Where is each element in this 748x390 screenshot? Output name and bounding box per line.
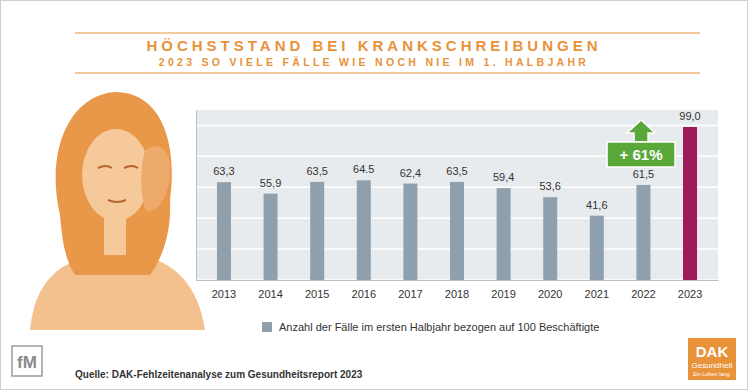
grid <box>196 125 718 280</box>
data-labels: 63,3 55,9 63,5 64.5 62,4 63,5 59,4 53,6 41,6 61,5… <box>213 110 700 211</box>
bar <box>497 188 511 280</box>
plot-background <box>196 110 718 280</box>
illustration-neck <box>104 215 126 255</box>
data-label: 64.5 <box>353 163 374 175</box>
frame <box>1 1 748 390</box>
annotation-arrow <box>627 120 655 142</box>
bar <box>310 182 324 280</box>
x-tick: 2014 <box>258 280 282 300</box>
bar <box>590 216 604 280</box>
x-tick: 2017 <box>398 280 422 300</box>
x-tick-label: 2020 <box>538 288 562 300</box>
legend: Anzahl der Fälle im ersten Halbjahr bezo… <box>262 321 599 333</box>
y-axis-line <box>196 111 197 281</box>
illustration-eyes <box>98 166 138 168</box>
title: HÖCHSTSTAND BEI KRANKSCHREIBUNGEN <box>146 37 601 54</box>
title-rule <box>75 33 700 34</box>
x-tick: 2013 <box>212 280 236 300</box>
x-tick-label: 2019 <box>491 288 515 300</box>
x-tick-label: 2017 <box>398 288 422 300</box>
illustration-hair <box>56 92 172 275</box>
logo-dak-box <box>688 338 736 380</box>
data-label: 61,5 <box>633 168 654 180</box>
logo-fm: fM <box>12 346 42 376</box>
data-label: 53,6 <box>540 180 561 192</box>
subtitle: 2023 SO VIELE FÄLLE WIE NOCH NIE IM 1. H… <box>159 56 589 68</box>
legend-swatch <box>262 322 272 332</box>
illustration-hand <box>141 146 170 211</box>
x-axis-line <box>197 280 719 281</box>
logo-fm-box <box>12 346 42 376</box>
x-tick-label: 2013 <box>212 288 236 300</box>
data-label: 99,0 <box>679 110 700 122</box>
illustration <box>30 92 205 330</box>
logo-dak-text: Gesundheit <box>692 361 734 370</box>
illustration-mouth <box>108 200 126 202</box>
x-axis: 2013 2014 2015 2016 2017 2018 2019 2020 2021 2022… <box>197 280 719 300</box>
annotation-box <box>607 142 675 167</box>
data-label: 55,9 <box>260 177 281 189</box>
x-tick-label: 2023 <box>678 288 702 300</box>
logo-dak-text: Ein Leben lang. <box>693 371 732 377</box>
chart-svg: HÖCHSTSTAND BEI KRANKSCHREIBUNGEN 2023 SO… <box>0 0 748 390</box>
x-tick-label: 2014 <box>258 288 282 300</box>
x-tick-label: 2021 <box>585 288 609 300</box>
title-rule <box>75 73 700 74</box>
data-label: 59,4 <box>493 171 514 183</box>
logo-dak: DAKGesundheitEin Leben lang. <box>688 338 736 380</box>
x-tick-label: 2015 <box>305 288 329 300</box>
bars <box>217 127 697 280</box>
legend-label: Anzahl der Fälle im ersten Halbjahr bezo… <box>279 321 599 333</box>
bar <box>543 197 557 280</box>
bar <box>683 127 697 280</box>
data-label: 63,5 <box>306 165 327 177</box>
x-tick-label: 2016 <box>352 288 376 300</box>
x-tick: 2021 <box>585 280 609 300</box>
data-label: 63,5 <box>446 165 467 177</box>
bar <box>264 194 278 280</box>
annotation-text: + 61% <box>620 146 663 163</box>
y-axis <box>196 111 198 281</box>
x-tick: 2019 <box>491 280 515 300</box>
data-label: 41,6 <box>586 199 607 211</box>
illustration-face <box>82 129 150 221</box>
x-tick: 2015 <box>305 280 329 300</box>
bar <box>403 184 417 280</box>
x-tick-label: 2018 <box>445 288 469 300</box>
source: Quelle: DAK-Fehlzeitenanalyse zum Gesund… <box>75 369 363 380</box>
x-tick: 2020 <box>538 280 562 300</box>
bar <box>217 182 231 280</box>
data-label: 62,4 <box>400 167 421 179</box>
logo-fm-text: fM <box>17 353 37 372</box>
x-tick: 2023 <box>678 280 702 300</box>
logo-dak-text: DAK <box>696 343 729 360</box>
x-tick-label: 2022 <box>631 288 655 300</box>
bar <box>450 182 464 280</box>
data-label: 63,3 <box>213 165 234 177</box>
bar <box>636 185 650 280</box>
x-tick: 2018 <box>445 280 469 300</box>
chart-container: HÖCHSTSTAND BEI KRANKSCHREIBUNGEN 2023 SO… <box>0 0 748 390</box>
x-tick: 2022 <box>631 280 655 300</box>
x-tick: 2016 <box>352 280 376 300</box>
annotation: + 61% <box>607 120 675 167</box>
bar <box>357 180 371 280</box>
